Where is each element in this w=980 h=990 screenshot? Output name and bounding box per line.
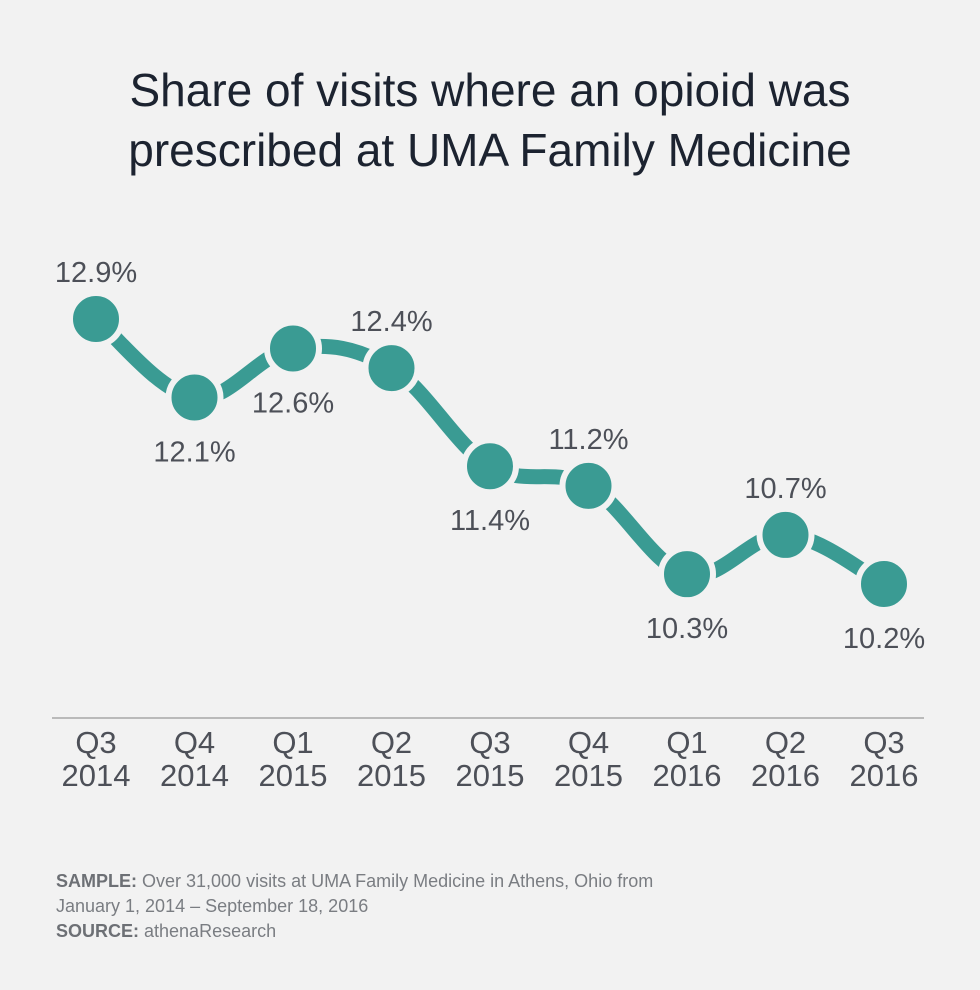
chart-title: Share of visits where an opioid was pres… xyxy=(20,60,960,180)
source-text: athenaResearch xyxy=(139,921,277,941)
sample-label: SAMPLE: xyxy=(56,871,137,891)
data-point xyxy=(855,555,913,613)
data-label: 12.4% xyxy=(350,306,432,338)
data-point xyxy=(165,368,224,427)
x-tick-labels: Q3 2014 Q4 2014 Q1 2015 Q2 2015 Q3 2015 Q4 2015 Q1 20… xyxy=(62,725,919,793)
data-label: 11.2% xyxy=(548,424,628,456)
data-label: 10.7% xyxy=(744,473,826,505)
x-tick-label: Q2 2015 xyxy=(357,725,426,793)
series-layer xyxy=(67,290,913,613)
x-tick-label: Q4 2014 xyxy=(160,725,229,793)
data-point xyxy=(658,545,716,604)
chart-footer: SAMPLE: Over 31,000 visits at UMA Family… xyxy=(56,869,936,944)
data-label: 12.9% xyxy=(55,257,137,289)
x-tick-label: Q2 2016 xyxy=(751,725,820,793)
x-tick-label: Q4 2015 xyxy=(554,725,623,793)
x-tick-label: Q1 2015 xyxy=(259,725,328,793)
data-point xyxy=(461,437,519,496)
data-label: 12.1% xyxy=(153,437,235,469)
data-label: 12.6% xyxy=(252,387,334,419)
data-point xyxy=(559,456,618,515)
data-point xyxy=(362,339,421,398)
source-label: SOURCE: xyxy=(56,921,140,941)
x-tick-label: Q1 2016 xyxy=(653,725,722,793)
data-point xyxy=(67,290,125,348)
data-label-layer: 12.9% 12.1% 12.6% 12.4% 11.4% 11.2% 10.3% 10.7%… xyxy=(55,257,925,655)
chart-title-line-1: Share of visits where an opioid was xyxy=(129,64,851,116)
chart-title-line-2: prescribed at UMA Family Medicine xyxy=(128,124,852,176)
data-point xyxy=(264,319,322,378)
data-point xyxy=(756,505,815,564)
data-label: 11.4% xyxy=(450,505,530,537)
x-tick-label: Q3 2014 xyxy=(62,725,131,793)
sample-note: SAMPLE: Over 31,000 visits at UMA Family… xyxy=(56,869,936,894)
data-label: 10.3% xyxy=(646,613,728,645)
data-label: 10.2% xyxy=(843,623,925,655)
sample-text: Over 31,000 visits at UMA Family Medicin… xyxy=(137,871,654,891)
sample-note-line-2: January 1, 2014 – September 18, 2016 xyxy=(56,896,369,916)
x-tick-label: Q3 2015 xyxy=(456,725,525,793)
x-tick-label: Q3 2016 xyxy=(850,725,919,793)
source-note: SOURCE: athenaResearch xyxy=(56,919,936,944)
